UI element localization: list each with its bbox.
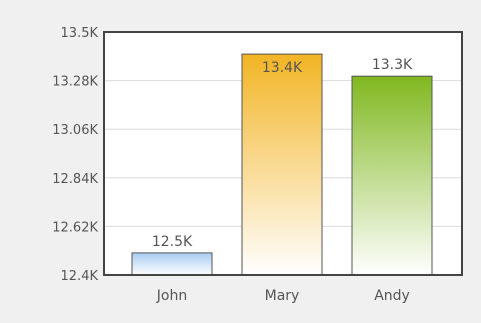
bar-andy[interactable] <box>351 75 433 276</box>
y-tick-label: 12.62K <box>52 220 98 235</box>
category-label-mary: Mary <box>265 288 300 304</box>
y-tick-label: 13.28K <box>52 75 98 90</box>
x-axis-categories: John Mary Andy <box>156 288 410 304</box>
y-axis-ticks: 12.4K 12.62K 12.84K 13.06K 13.28K 13.5K <box>52 26 98 284</box>
bar-mary[interactable] <box>241 53 323 276</box>
bar-john[interactable] <box>131 252 213 276</box>
y-tick-label: 13.06K <box>52 123 98 138</box>
value-label-john: 12.5K <box>152 234 193 250</box>
y-tick-label: 13.5K <box>61 26 99 41</box>
value-label-mary: 13.4K <box>262 60 303 76</box>
y-tick-label: 12.4K <box>61 269 99 284</box>
y-tick-label: 12.84K <box>52 172 98 187</box>
category-label-andy: Andy <box>374 288 410 304</box>
value-labels: 12.5K 13.4K 13.3K <box>152 57 413 250</box>
category-label-john: John <box>156 288 187 304</box>
value-label-andy: 13.3K <box>372 57 413 73</box>
bars <box>131 53 433 276</box>
plot-border <box>103 31 463 276</box>
